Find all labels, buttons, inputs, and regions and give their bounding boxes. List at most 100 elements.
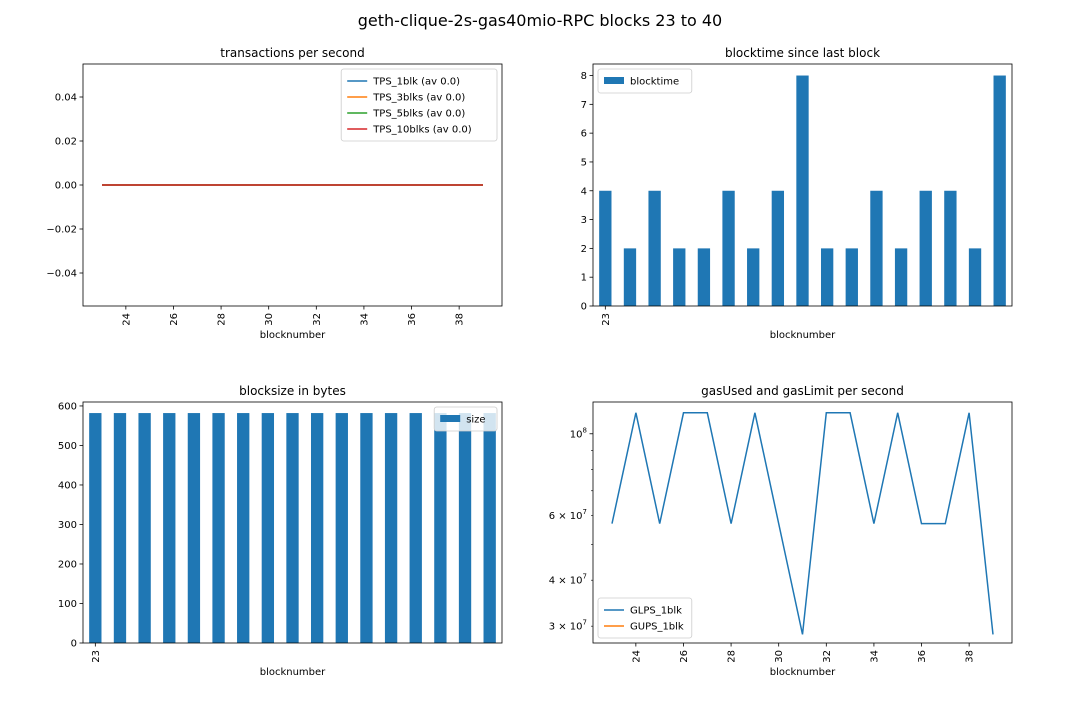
x-tick-label: 30 bbox=[774, 650, 785, 663]
x-tick-label: 38 bbox=[455, 313, 466, 326]
axes-frame bbox=[82, 63, 503, 307]
legend: TPS_1blk (av 0.0) TPS_3blks (av 0.0) TPS_5… bbox=[340, 68, 498, 142]
legend-label: GLPS_1blk bbox=[630, 606, 682, 617]
x-tick-label: 24 bbox=[121, 313, 132, 326]
legend-label: GUPS_1blk bbox=[630, 622, 684, 633]
legend-label: blocktime bbox=[630, 77, 679, 88]
y-tick-label: 6 × 107 bbox=[549, 508, 587, 522]
x-axis-label: blocknumber bbox=[260, 667, 326, 678]
y-tick-label: −0.04 bbox=[46, 269, 77, 280]
legend: size bbox=[433, 406, 498, 432]
y-tick-label: 8 bbox=[581, 71, 587, 82]
x-tick-label: 26 bbox=[679, 650, 690, 663]
x-tick-label: 28 bbox=[217, 313, 228, 326]
y-tick-label: 1 bbox=[581, 273, 587, 284]
bar bbox=[845, 248, 858, 306]
bar bbox=[697, 248, 711, 306]
x-tick-label: 36 bbox=[407, 313, 418, 326]
axes-frame bbox=[592, 63, 1013, 307]
bar bbox=[483, 413, 496, 643]
y-tick-label: 5 bbox=[581, 157, 587, 168]
legend-label: TPS_10blks (av 0.0) bbox=[372, 125, 472, 136]
series-line-0 bbox=[611, 412, 994, 635]
bar bbox=[722, 190, 735, 306]
y-tick-label: 4 bbox=[581, 186, 587, 197]
y-tick-label: 2 bbox=[581, 244, 587, 255]
legend-swatch bbox=[604, 77, 624, 84]
legend-box bbox=[597, 597, 693, 639]
x-tick-label: 34 bbox=[359, 313, 370, 326]
bar bbox=[310, 413, 324, 643]
bar bbox=[599, 190, 612, 306]
y-tick-label: −0.02 bbox=[46, 225, 77, 236]
legend-label: TPS_5blks (av 0.0) bbox=[372, 109, 465, 120]
y-tick-label: 400 bbox=[58, 480, 77, 491]
y-tick-label: 0.04 bbox=[55, 93, 77, 104]
bar bbox=[747, 248, 760, 306]
axes-frame bbox=[592, 401, 1013, 644]
y-tick-label: 108 bbox=[570, 426, 587, 440]
chart-blocktime: blocktime since last block blocknumber 0 1 2… bbox=[581, 46, 1013, 341]
x-tick-label: 32 bbox=[312, 313, 323, 326]
bar bbox=[384, 413, 398, 643]
bar bbox=[138, 413, 151, 643]
bar bbox=[335, 413, 348, 643]
x-tick-label: 28 bbox=[727, 650, 738, 663]
x-tick-label: 34 bbox=[869, 650, 880, 663]
chart-panels: transactions per second blocknumber −0.04 −… bbox=[46, 46, 1013, 678]
x-tick-label: 23 bbox=[91, 650, 102, 663]
bar bbox=[409, 413, 422, 643]
legend: blocktime bbox=[597, 68, 693, 94]
legend-box bbox=[433, 406, 498, 432]
x-tick-label: 30 bbox=[264, 313, 275, 326]
x-axis-label: blocknumber bbox=[770, 330, 836, 341]
bar bbox=[237, 413, 250, 643]
chart-gas: gasUsed and gasLimit per second blocknumb… bbox=[549, 384, 1013, 678]
y-tick-label: 6 bbox=[581, 129, 587, 140]
y-tick-label: 300 bbox=[58, 520, 77, 531]
chart-title: blocktime since last block bbox=[725, 46, 880, 60]
chart-title: transactions per second bbox=[220, 46, 364, 60]
y-tick-label: 3 × 107 bbox=[549, 619, 587, 633]
bar bbox=[820, 248, 834, 306]
bar bbox=[796, 75, 809, 307]
legend-box bbox=[340, 68, 498, 142]
x-tick-label: 32 bbox=[822, 650, 833, 663]
chart-title: gasUsed and gasLimit per second bbox=[701, 384, 904, 398]
bar bbox=[673, 248, 686, 306]
y-tick-label: 200 bbox=[58, 559, 77, 570]
chart-tps: transactions per second blocknumber −0.04 −… bbox=[46, 46, 503, 341]
bar bbox=[870, 190, 883, 306]
bar bbox=[944, 190, 957, 306]
bar bbox=[894, 248, 908, 306]
legend-label: TPS_3blks (av 0.0) bbox=[372, 93, 465, 104]
figure-suptitle: geth-clique-2s-gas40mio-RPC blocks 23 to… bbox=[358, 11, 722, 30]
bar bbox=[434, 413, 447, 643]
legend-box bbox=[597, 68, 693, 94]
bar bbox=[771, 190, 785, 306]
y-tick-label: 0.00 bbox=[55, 181, 77, 192]
bar bbox=[187, 413, 201, 643]
y-tick-label: 7 bbox=[581, 100, 587, 111]
y-tick-label: 0 bbox=[581, 302, 587, 313]
bar bbox=[919, 190, 932, 306]
bar bbox=[113, 413, 127, 643]
bar bbox=[261, 413, 275, 643]
bar bbox=[648, 190, 661, 306]
bar bbox=[993, 75, 1006, 307]
bar bbox=[89, 413, 102, 643]
legend: GLPS_1blk GUPS_1blk bbox=[597, 597, 693, 639]
y-tick-label: 0 bbox=[71, 639, 77, 650]
y-tick-label: 100 bbox=[58, 599, 77, 610]
bar bbox=[968, 248, 982, 306]
x-tick-label: 38 bbox=[965, 650, 976, 663]
legend-label: size bbox=[466, 415, 485, 426]
x-tick-label: 26 bbox=[169, 313, 180, 326]
y-tick-label: 500 bbox=[58, 441, 77, 452]
bar bbox=[458, 413, 472, 643]
axes-frame bbox=[82, 401, 503, 644]
legend-label: TPS_1blk (av 0.0) bbox=[372, 77, 460, 88]
bar bbox=[623, 248, 637, 306]
